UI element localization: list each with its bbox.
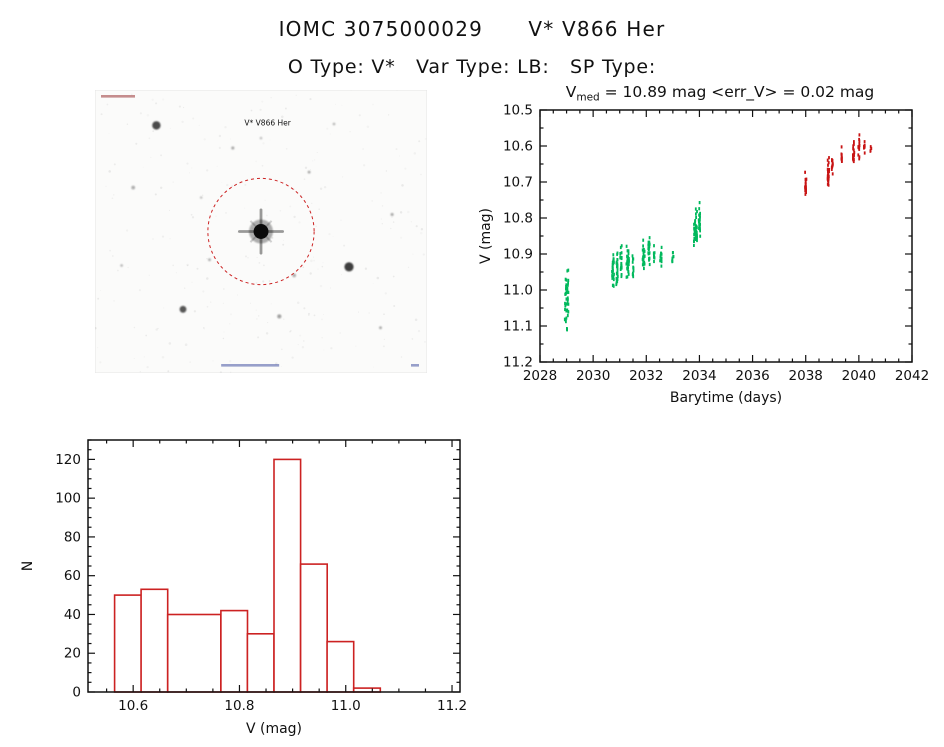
histogram-ylabel: N [20, 561, 36, 571]
lc-ytick-label: 10.5 [503, 103, 533, 119]
lightcurve-axes [539, 109, 913, 363]
lc-ytick-label: 11.2 [503, 355, 533, 371]
lc-ytick-label: 10.9 [503, 247, 533, 263]
lightcurve-xlabel: Barytime (days) [670, 390, 782, 406]
magnitude-histogram: 10.6 10.8 11.0 11.2 0 20 40 60 80 100 120 N V (mag) [20, 430, 490, 747]
hist-ytick-label: 40 [64, 607, 81, 623]
lc-xtick-label: 2030 [576, 368, 610, 384]
histogram-svg: 10.6 10.8 11.0 11.2 0 20 40 60 80 100 120 N V (mag) [20, 439, 467, 737]
lc-xtick-label: 2042 [895, 368, 929, 384]
histogram-xlabel: V (mag) [246, 721, 302, 737]
lightcurve-series-green-epoch [563, 201, 702, 332]
lc-xtick-label: 2028 [523, 368, 557, 384]
histogram-bars [113, 458, 382, 693]
lc-ytick-label: 10.7 [503, 175, 533, 191]
lc-xtick-label: 2032 [629, 368, 663, 384]
lightcurve-title: Vmed = 10.89 mag <err_V> = 0.02 mag [566, 84, 875, 104]
hist-ytick-label: 20 [64, 646, 81, 662]
report-subtitle: O Type: V* Var Type: LB: SP Type: [287, 56, 657, 78]
lc-ytick-label: 10.8 [503, 211, 533, 227]
lc-xtick-label: 2040 [842, 368, 876, 384]
histogram-axes [87, 439, 461, 693]
bottom-right-annotation-mark [411, 364, 419, 367]
lc-ytick-label: 11.1 [503, 319, 533, 335]
hist-ytick-label: 80 [64, 529, 81, 545]
lc-ytick-label: 11.0 [503, 283, 533, 299]
hist-ytick-label: 0 [72, 685, 81, 701]
lightcurve-svg: 2028 2030 2032 2034 2036 2038 2040 2042 10.5 10.6… [478, 83, 929, 406]
hist-xtick-label: 10.8 [224, 698, 254, 714]
lightcurve-series-red-epoch [804, 133, 873, 196]
background-noise [94, 89, 426, 374]
lc-xtick-label: 2038 [789, 368, 823, 384]
lc-xtick-label: 2036 [735, 368, 769, 384]
hist-xtick-label: 11.2 [437, 698, 467, 714]
hist-ytick-label: 100 [55, 491, 81, 507]
lightcurve-ylabel: V (mag) [478, 208, 494, 264]
field-stars [120, 121, 394, 330]
hist-xtick-label: 10.6 [118, 698, 148, 714]
lc-ytick-label: 10.6 [503, 139, 533, 155]
finder-target-label: V* V866 Her [244, 118, 291, 127]
finder-chart-svg: V* V866 Her [94, 89, 428, 374]
bottom-annotation-mark [221, 364, 280, 367]
lc-xtick-label: 2034 [682, 368, 716, 384]
corner-annotation-mark [101, 95, 135, 98]
lightcurve-plot: 2028 2030 2032 2034 2036 2038 2040 2042 10.5 10.6… [468, 83, 944, 423]
finder-chart: V* V866 Her [94, 89, 428, 377]
hist-ytick-label: 60 [64, 568, 81, 584]
target-star [238, 208, 284, 255]
aperture-circle [207, 177, 315, 286]
report-title: IOMC 3075000029 V* V866 Her [278, 17, 666, 41]
hist-ytick-label: 120 [55, 452, 81, 468]
hist-xtick-label: 11.0 [331, 698, 361, 714]
